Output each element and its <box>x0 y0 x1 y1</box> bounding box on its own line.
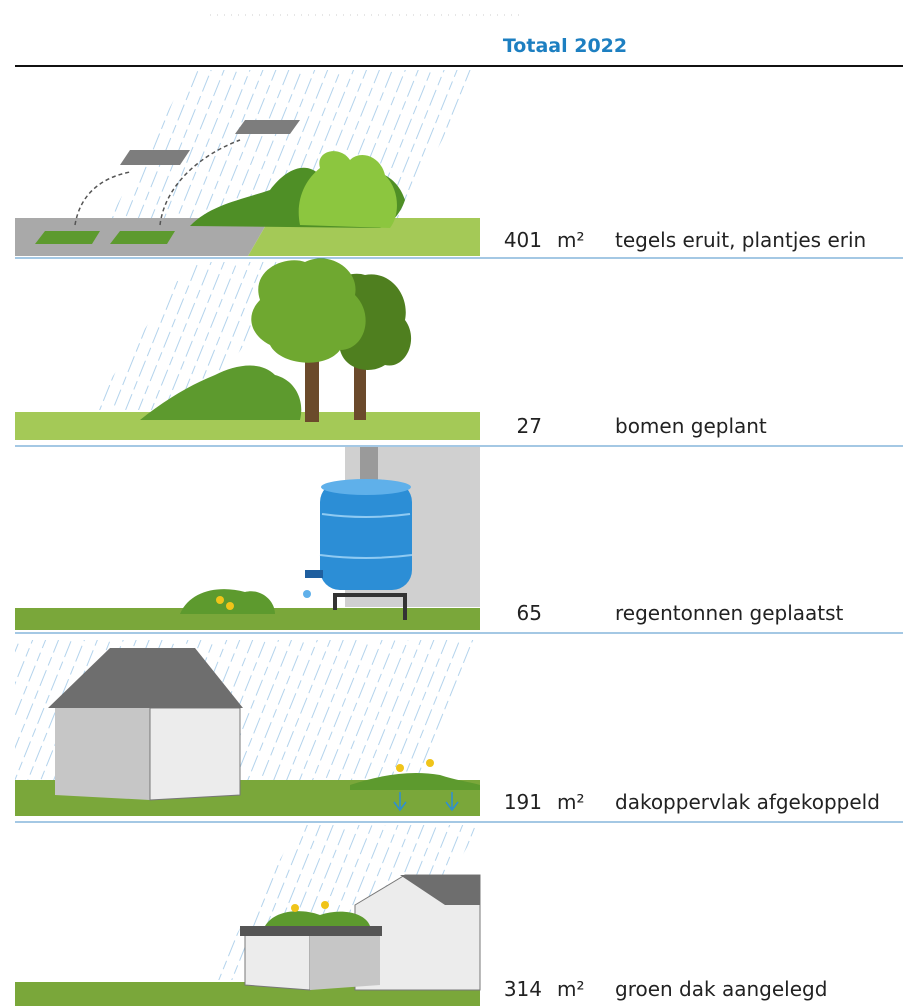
row-value: 65 <box>517 601 542 625</box>
row-label: bomen geplant <box>615 414 767 438</box>
illustration-green-roof <box>15 825 480 1006</box>
page: Totaal 2022 <box>0 0 903 1006</box>
row-label: groen dak aangelegd <box>615 977 827 1001</box>
row-value: 191 <box>504 790 542 814</box>
row-unit: m² <box>557 790 585 814</box>
row-value: 401 <box>504 228 542 252</box>
infographic: Totaal 2022 <box>0 0 903 1006</box>
row-label: dakoppervlak afgekoppeld <box>615 790 880 814</box>
row-unit: m² <box>557 228 585 252</box>
row-value: 314 <box>504 977 542 1001</box>
row-label: regentonnen geplaatst <box>615 601 844 625</box>
illustration-disconnected-roof <box>15 640 480 816</box>
row-unit: m² <box>557 977 585 1001</box>
illustration-tiles <box>15 70 480 256</box>
row-value: 27 <box>517 414 542 438</box>
row-label: tegels eruit, plantjes erin <box>615 228 866 252</box>
illustration-rain-barrel <box>15 447 480 630</box>
illustration-trees <box>15 258 480 440</box>
rows: 401 m² tegels eruit, plantjes erin 27 bomen … <box>504 228 880 1001</box>
header-title: Totaal 2022 <box>503 35 627 57</box>
